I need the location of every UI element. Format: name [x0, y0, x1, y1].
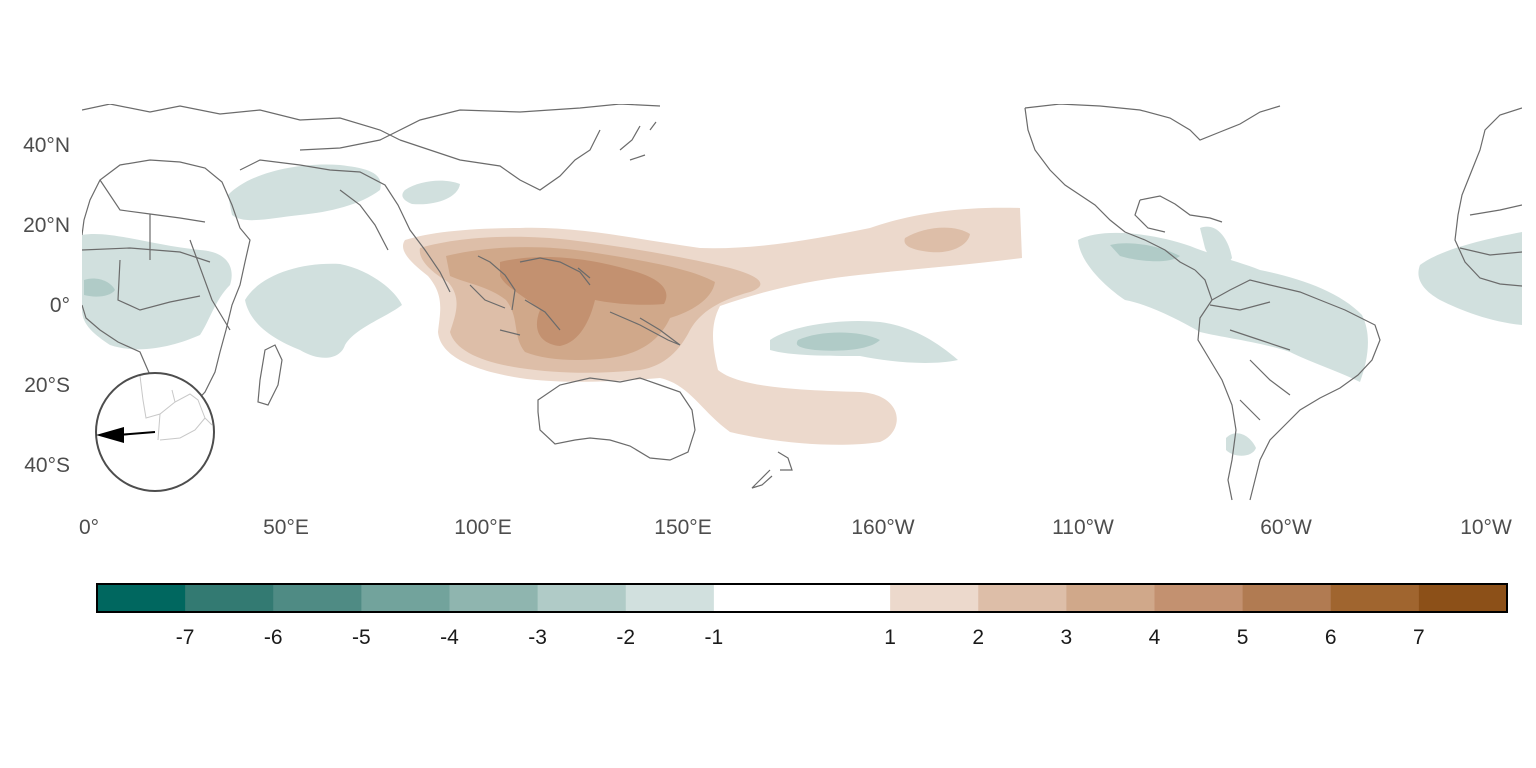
colorbar-tick-label: -2: [616, 626, 635, 649]
coastline-north-america: [1024, 104, 1281, 271]
coastline-west-africa: [1454, 107, 1522, 287]
anomaly-contours: [82, 164, 1522, 456]
longitude-labels: 0° 50°E 100°E 150°E 160°W 110°W 60°W 10°…: [79, 516, 1512, 539]
negative-anomaly-atlantic: [1418, 232, 1522, 325]
colorbar-tick-label: -1: [705, 626, 724, 649]
inset-coastline: [139, 375, 213, 441]
coastline-middle-east-asia: [239, 104, 661, 293]
lat-label-20n: 20°N: [23, 214, 70, 237]
colorbar-swatch: [978, 584, 1067, 612]
negative-anomaly-americas-core: [1110, 243, 1180, 262]
colorbar-tick-label: 1: [884, 626, 896, 649]
colorbar-tick-label: 2: [972, 626, 984, 649]
colorbar-swatch: [97, 584, 186, 612]
colorbar-tick-label: 4: [1149, 626, 1161, 649]
arrow-left-icon: [96, 427, 156, 443]
coastlines: [82, 104, 1522, 501]
map-panel: 40°N 20°N 0° 20°S 40°S 0° 50°E 100°E 150…: [23, 104, 1522, 539]
lon-label-60w: 60°W: [1260, 516, 1312, 539]
lon-label-10w: 10°W: [1460, 516, 1512, 539]
colorbar-swatch: [185, 584, 274, 612]
colorbar-tick-label: -7: [176, 626, 195, 649]
lon-label-0: 0°: [79, 516, 99, 539]
negative-anomaly-small-1: [402, 180, 460, 205]
inset-circle: [95, 372, 215, 492]
latitude-labels: 40°N 20°N 0° 20°S 40°S: [23, 134, 70, 477]
positive-anomaly-small: [904, 227, 970, 253]
colorbar-swatch: [1154, 584, 1244, 612]
colorbar-swatch: [449, 584, 539, 612]
coastline-africa-borders: [82, 179, 231, 331]
lon-label-110w: 110°W: [1052, 516, 1114, 539]
colorbar-tick-label: 6: [1325, 626, 1337, 649]
negative-anomaly-middle-east: [228, 164, 381, 221]
colorbar-swatch: [713, 584, 803, 612]
colorbar-swatch: [1418, 584, 1508, 612]
colorbar-swatch: [361, 584, 450, 612]
colorbar-tick-label: -4: [440, 626, 459, 649]
colorbar-tick-label: 5: [1237, 626, 1249, 649]
colorbar-tick-labels: -7 -6 -5 -4 -3 -2 -1 1 2 3 4 5 6 7: [176, 626, 1425, 649]
colorbar: -7 -6 -5 -4 -3 -2 -1 1 2 3 4 5 6 7: [96, 583, 1508, 649]
lon-label-50e: 50°E: [263, 516, 309, 539]
colorbar-swatch: [625, 584, 715, 612]
negative-anomaly-south-america-south: [1226, 433, 1256, 456]
colorbar-tick-label: -3: [528, 626, 547, 649]
colorbar-tick-label: 3: [1061, 626, 1073, 649]
negative-anomaly-indian-ocean: [245, 263, 402, 358]
coastline-south-america-borders: [1209, 301, 1291, 421]
colorbar-swatch: [273, 584, 362, 612]
lon-label-100e: 100°E: [454, 516, 511, 539]
negative-anomaly-africa-core: [84, 278, 115, 297]
lat-label-40s: 40°S: [24, 454, 70, 477]
lat-label-0: 0°: [50, 294, 70, 317]
lat-label-40n: 40°N: [23, 134, 70, 157]
colorbar-swatch: [802, 584, 891, 612]
coastline-australia: [537, 377, 696, 461]
colorbar-swatch: [1242, 584, 1332, 612]
positive-anomaly-level-4: [500, 256, 667, 346]
colorbar-tick-label: 7: [1413, 626, 1425, 649]
coastline-south-america: [1194, 269, 1381, 501]
colorbar-swatch: [890, 584, 979, 612]
colorbar-swatch: [1330, 584, 1420, 612]
negative-anomaly-central-pacific-core: [796, 332, 880, 351]
lon-label-150e: 150°E: [654, 516, 711, 539]
colorbar-swatch: [1066, 584, 1155, 612]
coastline-new-zealand: [751, 451, 793, 489]
coastline-europe-africa: [82, 104, 401, 411]
lon-label-160w: 160°W: [851, 516, 914, 539]
negative-anomaly-caribbean: [1200, 226, 1232, 264]
lat-label-20s: 20°S: [24, 374, 70, 397]
coastline-japan: [619, 121, 657, 161]
colorbar-tick-label: -5: [352, 626, 371, 649]
colorbar-swatches: [97, 584, 1508, 612]
colorbar-frame: [96, 583, 1508, 613]
coastline-southeast-asia: [469, 255, 681, 346]
colorbar-swatch: [537, 584, 627, 612]
colorbar-tick-label: -6: [264, 626, 283, 649]
coastline-madagascar: [257, 344, 283, 406]
